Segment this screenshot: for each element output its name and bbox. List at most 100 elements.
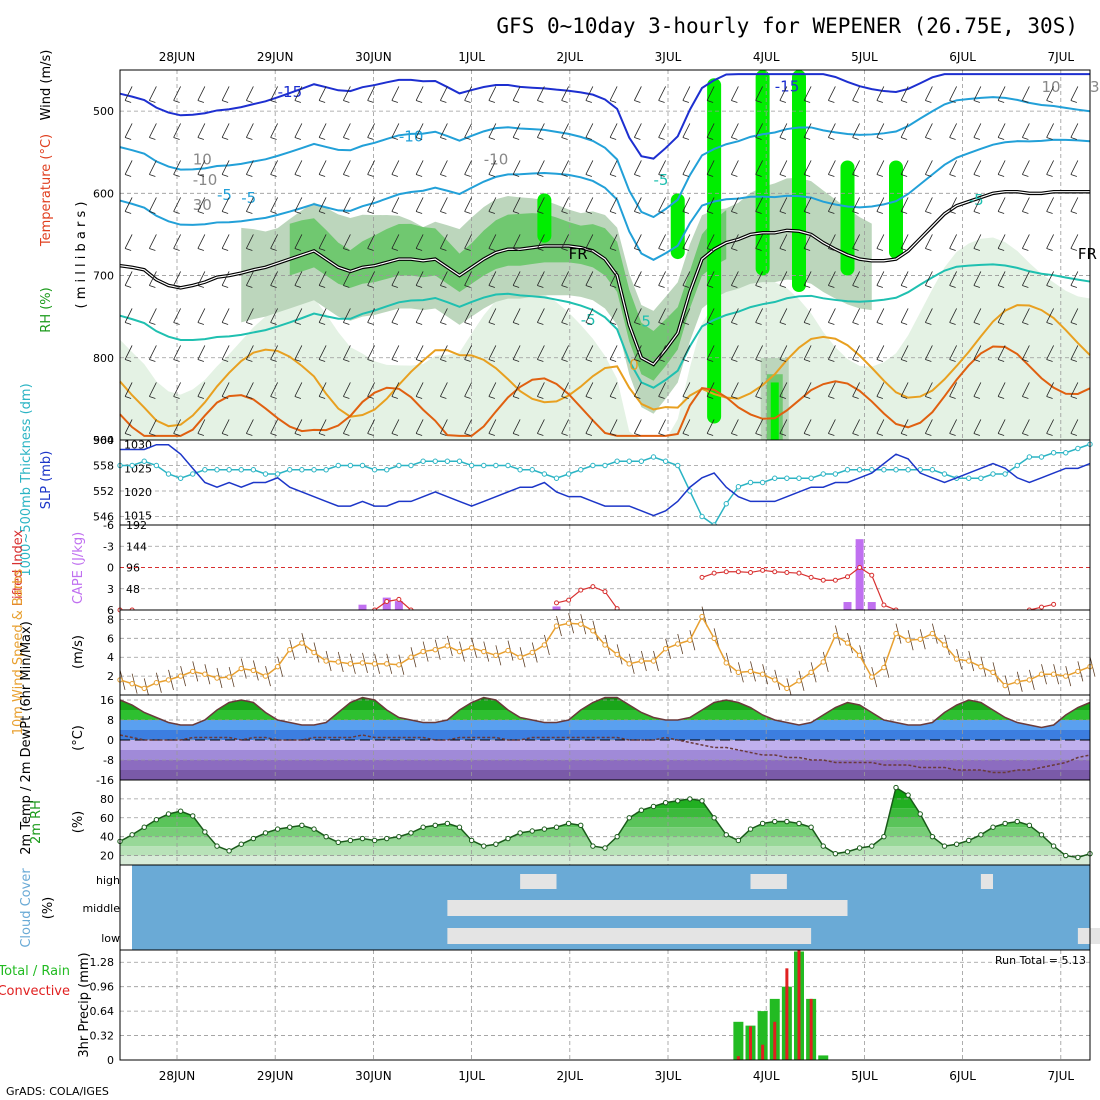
wind-barb [488, 137, 496, 140]
wind-barb [415, 271, 424, 286]
wind-barb [391, 197, 400, 212]
run-total-label: Run Total = 5.13 [995, 954, 1086, 967]
wind-barb [634, 345, 642, 360]
wind-barb [318, 123, 327, 138]
wind-barb [124, 285, 132, 288]
y-tick-label: 20 [100, 850, 114, 863]
wind-barb [779, 234, 788, 249]
wind-barb [755, 100, 762, 103]
wind-barb [512, 100, 520, 103]
wind-barb [488, 271, 497, 286]
wind-barb [149, 86, 157, 101]
wind-speed-line-point [493, 652, 499, 659]
wind-speed-line-point [953, 656, 960, 662]
wind-barb [682, 396, 690, 399]
rh-line-point [202, 829, 208, 835]
thickness-line-point [699, 513, 705, 520]
wind-barb [997, 322, 1005, 325]
wind-barb [415, 322, 423, 325]
wind-barb [609, 174, 617, 177]
wind-barb [973, 174, 981, 177]
wind-speed-line-point [408, 654, 414, 660]
rh-line-point [481, 843, 487, 849]
y-tick-label: 500 [93, 105, 114, 118]
wind-barb [925, 174, 932, 177]
wind-barb [221, 248, 229, 251]
wind-barb [779, 211, 787, 214]
wind-barb [803, 160, 812, 175]
wind-barb [731, 308, 739, 323]
wind-barb [706, 396, 714, 399]
wind-barb [173, 396, 180, 399]
panel-background [120, 950, 1090, 1060]
bottom-day-label: 1JUL [458, 1069, 485, 1083]
rh-line-point [711, 815, 717, 821]
thickness-line-point [602, 462, 608, 469]
y-tick-label: -6 [103, 519, 114, 532]
y-tick-label: 552 [93, 485, 114, 498]
wind-barb [537, 382, 545, 397]
wind-barb [997, 248, 1005, 251]
rh-line-point [456, 824, 463, 830]
y-tick-label: 0.96 [90, 981, 115, 994]
wind-speed-line-point [784, 685, 790, 692]
lifted-index-point [748, 569, 753, 575]
wind-barb [318, 359, 326, 362]
wind-barb [755, 419, 763, 434]
chart-title: GFS 0~10day 3-hourly for WEPENER (26.75E… [496, 14, 1078, 38]
wind-barb [828, 100, 835, 103]
wind-barb [900, 211, 908, 214]
wind-barb [391, 160, 400, 175]
wind-barb [1070, 433, 1078, 436]
thickness-line-point [626, 458, 632, 464]
wind-barb [682, 345, 691, 360]
wind-barb [876, 211, 884, 214]
wind-barb [367, 160, 375, 175]
wind-barb [1022, 100, 1029, 103]
bottom-day-label: 2JUL [556, 1069, 583, 1083]
wind-barb [1046, 359, 1053, 362]
lifted-index-point [845, 574, 850, 580]
wind-barb [852, 396, 859, 399]
wind-barb [1046, 308, 1054, 323]
y-tick-label: 564 [93, 434, 114, 447]
thickness-line-point [226, 467, 232, 473]
wind-barb [270, 211, 277, 214]
rh-line-point [153, 816, 160, 823]
cloud-unit-label: (%) [41, 897, 56, 920]
wind-barb [318, 382, 327, 397]
wind-barb [391, 285, 399, 288]
rh-line-point [565, 820, 572, 827]
wind-barb [803, 359, 811, 362]
wind-barb [149, 234, 157, 249]
thickness-line-point [190, 471, 196, 477]
dewpoint-line [119, 734, 1091, 774]
temp-band [120, 720, 1090, 730]
wind-barb [415, 248, 423, 251]
wind-barb [488, 433, 496, 436]
wind-barb [246, 359, 253, 362]
wind-barb [367, 174, 374, 177]
wind-barb [537, 86, 545, 101]
wind-barb [925, 100, 932, 103]
wind-barb [658, 285, 665, 288]
wind-barb [464, 234, 472, 249]
wind-barb [852, 197, 860, 212]
cloud-gap [750, 874, 787, 889]
contour-label: -15 [278, 83, 303, 101]
wind-barb [1046, 137, 1053, 140]
thickness-line-point [311, 467, 317, 473]
temp-axis-label: 2m Temp / 2m DewPt (6hr Min/Max) [19, 621, 34, 855]
wind-barb [828, 234, 836, 249]
wind-barb [512, 433, 520, 436]
wind-barb [149, 123, 157, 138]
rh-line-point [238, 841, 244, 847]
wind-barb [828, 174, 835, 177]
wind-barb [488, 308, 497, 323]
lifted-index-point [699, 574, 705, 580]
wind-barb [731, 211, 738, 214]
rh-line-point [578, 822, 584, 829]
wind-speed-line-point [578, 621, 584, 627]
wind-speed-line-point [687, 637, 693, 643]
